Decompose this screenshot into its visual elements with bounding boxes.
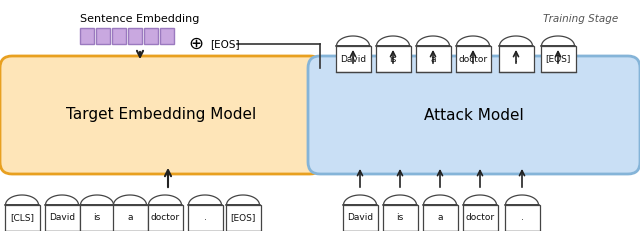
Polygon shape: [147, 195, 182, 205]
Polygon shape: [342, 195, 378, 205]
Text: is: is: [396, 213, 404, 222]
Polygon shape: [504, 195, 540, 205]
Text: .: .: [520, 213, 524, 222]
Text: a: a: [437, 213, 443, 222]
FancyBboxPatch shape: [463, 205, 497, 231]
Text: doctor: doctor: [150, 213, 180, 222]
Polygon shape: [456, 36, 490, 46]
Polygon shape: [499, 36, 534, 46]
FancyBboxPatch shape: [342, 205, 378, 231]
Polygon shape: [4, 195, 40, 205]
Text: a: a: [127, 213, 132, 222]
Text: doctor: doctor: [458, 55, 488, 64]
Text: .: .: [204, 213, 207, 222]
FancyBboxPatch shape: [45, 205, 79, 231]
FancyBboxPatch shape: [422, 205, 458, 231]
FancyBboxPatch shape: [80, 28, 94, 44]
FancyBboxPatch shape: [504, 205, 540, 231]
Polygon shape: [463, 195, 497, 205]
Polygon shape: [383, 195, 417, 205]
FancyBboxPatch shape: [456, 46, 490, 72]
Polygon shape: [335, 36, 371, 46]
FancyBboxPatch shape: [308, 56, 640, 174]
Text: David: David: [49, 213, 75, 222]
Text: ⊕: ⊕: [188, 35, 204, 53]
Text: [CLS]: [CLS]: [10, 213, 34, 222]
Text: [EOS]: [EOS]: [210, 39, 239, 49]
FancyBboxPatch shape: [4, 205, 40, 231]
Polygon shape: [376, 36, 410, 46]
FancyBboxPatch shape: [499, 46, 534, 72]
Polygon shape: [422, 195, 458, 205]
Text: [EOS]: [EOS]: [545, 55, 571, 64]
Text: is: is: [93, 213, 100, 222]
Polygon shape: [225, 195, 260, 205]
Polygon shape: [541, 36, 575, 46]
FancyBboxPatch shape: [376, 46, 410, 72]
Text: Attack Model: Attack Model: [424, 107, 524, 122]
FancyBboxPatch shape: [113, 205, 147, 231]
FancyBboxPatch shape: [160, 28, 174, 44]
Text: doctor: doctor: [465, 213, 495, 222]
Text: Target Embedding Model: Target Embedding Model: [66, 107, 256, 122]
FancyBboxPatch shape: [128, 28, 142, 44]
FancyBboxPatch shape: [188, 205, 223, 231]
Text: Training Stage: Training Stage: [543, 14, 618, 24]
FancyBboxPatch shape: [335, 46, 371, 72]
Text: David: David: [340, 55, 366, 64]
FancyBboxPatch shape: [225, 205, 260, 231]
FancyBboxPatch shape: [415, 46, 451, 72]
FancyBboxPatch shape: [112, 28, 126, 44]
Polygon shape: [415, 36, 451, 46]
Text: is: is: [389, 55, 397, 64]
Polygon shape: [113, 195, 147, 205]
Text: a: a: [430, 55, 436, 64]
Polygon shape: [79, 195, 115, 205]
Polygon shape: [188, 195, 223, 205]
FancyBboxPatch shape: [79, 205, 115, 231]
Text: David: David: [347, 213, 373, 222]
FancyBboxPatch shape: [144, 28, 158, 44]
Text: .: .: [515, 55, 517, 64]
FancyBboxPatch shape: [541, 46, 575, 72]
Text: Sentence Embedding: Sentence Embedding: [80, 14, 200, 24]
FancyBboxPatch shape: [0, 56, 322, 174]
Polygon shape: [45, 195, 79, 205]
FancyBboxPatch shape: [96, 28, 110, 44]
FancyBboxPatch shape: [147, 205, 182, 231]
Text: [EOS]: [EOS]: [230, 213, 256, 222]
FancyBboxPatch shape: [383, 205, 417, 231]
